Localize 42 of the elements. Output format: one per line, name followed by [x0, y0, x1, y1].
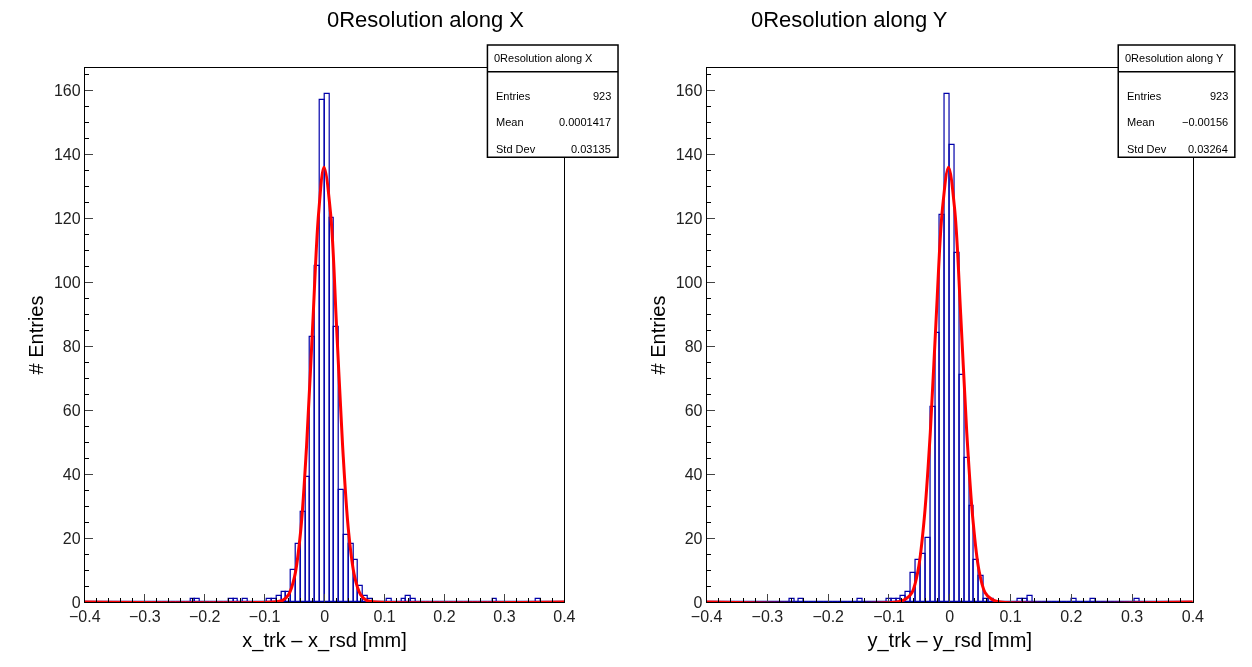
- x-tick-label: 0.1: [373, 608, 396, 626]
- x-tick-label: −0.3: [128, 608, 161, 626]
- y-tick-label: 120: [675, 209, 703, 227]
- x-tick-label: 0: [320, 608, 330, 626]
- x-axis-title: y_trk – y_rsd [mm]: [867, 628, 1032, 652]
- chart-title: 0Resolution along X: [327, 7, 525, 32]
- y-tick-label: 40: [684, 465, 703, 483]
- chart-title: 0Resolution along Y: [751, 7, 948, 32]
- y-tick-label: 100: [53, 273, 81, 291]
- y-tick-label: 100: [675, 273, 703, 291]
- y-tick-label: 20: [684, 529, 703, 547]
- y-axis-title: # Entries: [25, 295, 48, 375]
- x-axis-title: x_trk – x_rsd [mm]: [242, 628, 407, 652]
- x-tick-label: 0.3: [1120, 608, 1144, 626]
- x-tick-label: −0.1: [873, 608, 905, 626]
- x-tick-label: 0.2: [433, 608, 456, 626]
- x-tick-label: −0.2: [812, 608, 845, 626]
- y-tick-label: 40: [62, 465, 81, 483]
- y-tick-label: 140: [53, 145, 81, 163]
- y-tick-label: 140: [675, 145, 703, 163]
- y-axis-title: # Entries: [647, 295, 670, 375]
- x-tick-label: −0.2: [188, 608, 221, 626]
- x-tick-label: 0.4: [1181, 608, 1205, 626]
- x-tick-label: 0.3: [493, 608, 516, 626]
- x-tick-label: 0.2: [1060, 608, 1083, 626]
- y-tick-label: 120: [53, 209, 81, 227]
- x-tick-label: −0.4: [690, 608, 723, 626]
- y-tick-label: 60: [684, 401, 703, 419]
- y-tick-label: 60: [62, 401, 81, 419]
- y-tick-label: 80: [62, 337, 81, 355]
- y-tick-label: 20: [62, 529, 81, 547]
- x-tick-label: −0.3: [751, 608, 784, 626]
- x-tick-label: −0.4: [69, 608, 101, 626]
- x-tick-label: 0.1: [999, 608, 1022, 626]
- y-tick-label: 0: [693, 593, 703, 611]
- y-tick-label: 160: [675, 81, 703, 99]
- y-tick-label: 80: [684, 337, 703, 355]
- y-tick-label: 0: [71, 593, 81, 611]
- x-tick-label: 0.4: [553, 608, 576, 626]
- x-tick-label: −0.1: [248, 608, 281, 626]
- x-tick-label: 0: [945, 608, 955, 626]
- y-tick-label: 160: [53, 81, 81, 99]
